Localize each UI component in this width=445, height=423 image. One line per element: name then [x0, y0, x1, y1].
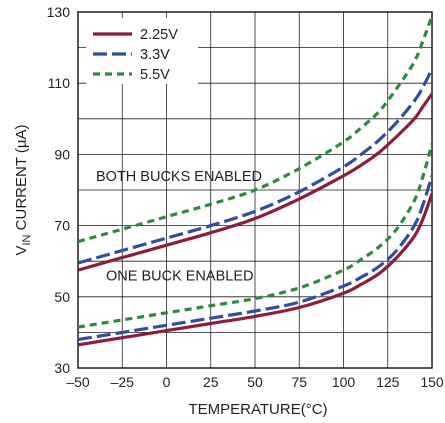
y-tick-label: 130	[47, 4, 71, 20]
x-tick-label: –25	[111, 374, 135, 390]
y-axis-label-main: V	[13, 246, 30, 256]
series-line-one-5-5V	[78, 143, 432, 329]
x-tick-labels: –50 –25 0 25 50 75 100 125 150	[66, 374, 444, 390]
y-axis-label: VIN CURRENT (µA)	[13, 124, 33, 255]
plot-frame	[77, 11, 433, 369]
y-tick-label: 70	[54, 218, 70, 234]
series-line-both-2-25V	[78, 92, 432, 272]
y-axis-label-subscript: IN	[21, 234, 33, 245]
x-tick-label: 0	[163, 374, 171, 390]
y-tick-labels: 30 50 70 90 110 130	[47, 4, 71, 376]
y-axis-label-rest: CURRENT (µA)	[13, 124, 30, 234]
x-axis-label: TEMPERATURE(°C)	[188, 401, 327, 418]
y-tick-label: 110	[48, 75, 71, 91]
series-line-one-2-25V	[78, 193, 432, 347]
legend-background	[86, 18, 198, 84]
x-tick-label: 100	[332, 374, 356, 390]
series-line-both-3-3V	[78, 68, 432, 265]
grid	[77, 11, 433, 369]
x-tick-label: 50	[247, 374, 263, 390]
annotation-one-buck: ONE BUCK ENABLED	[106, 268, 253, 284]
x-tick-label: 125	[376, 374, 400, 390]
legend-label: 3.3V	[140, 47, 170, 63]
legend: 2.25V 3.3V 5.5V	[86, 18, 198, 84]
series-line-one-3-3V	[78, 175, 432, 342]
y-tick-label: 50	[54, 289, 70, 305]
series-layer	[78, 15, 432, 347]
legend-label: 5.5V	[140, 67, 170, 83]
x-tick-label: 25	[203, 374, 219, 390]
legend-label: 2.25V	[140, 27, 178, 43]
y-tick-label: 30	[54, 360, 70, 376]
x-tick-label: 150	[420, 374, 444, 390]
y-tick-label: 90	[54, 146, 70, 162]
annotation-both-bucks: BOTH BUCKS ENABLED	[96, 169, 262, 185]
x-tick-label: –50	[66, 374, 90, 390]
x-tick-label: 75	[291, 374, 307, 390]
